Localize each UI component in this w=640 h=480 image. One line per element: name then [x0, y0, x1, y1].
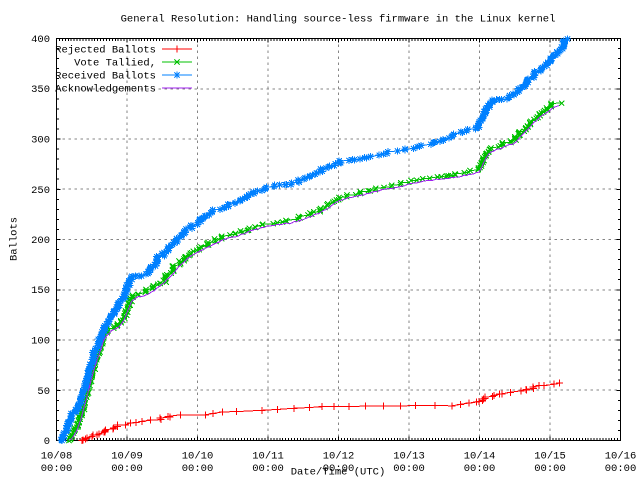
- svg-text:00:00: 00:00: [182, 463, 214, 475]
- svg-text:10/14: 10/14: [464, 450, 496, 462]
- svg-text:00:00: 00:00: [111, 463, 143, 475]
- svg-text:10/08: 10/08: [41, 450, 73, 462]
- svg-text:Vote Tallied,: Vote Tallied,: [74, 58, 156, 70]
- svg-text:100: 100: [31, 336, 50, 348]
- svg-text:10/10: 10/10: [182, 450, 214, 462]
- svg-text:Rejected Ballots: Rejected Ballots: [55, 45, 156, 57]
- svg-text:00:00: 00:00: [534, 463, 566, 475]
- svg-text:10/11: 10/11: [252, 450, 284, 462]
- svg-text:00:00: 00:00: [393, 463, 425, 475]
- svg-text:00:00: 00:00: [252, 463, 284, 475]
- svg-text:Acknowledgements: Acknowledgements: [55, 84, 156, 96]
- svg-text:350: 350: [31, 84, 50, 96]
- svg-text:General Resolution: Handling s: General Resolution: Handling source-less…: [121, 13, 556, 25]
- svg-text:Date/Time (UTC): Date/Time (UTC): [291, 466, 386, 478]
- svg-text:50: 50: [37, 386, 50, 398]
- svg-text:250: 250: [31, 185, 50, 197]
- svg-text:00:00: 00:00: [605, 463, 637, 475]
- svg-text:10/13: 10/13: [393, 450, 425, 462]
- svg-text:10/16: 10/16: [605, 450, 637, 462]
- svg-text:10/15: 10/15: [534, 450, 566, 462]
- svg-text:200: 200: [31, 235, 50, 247]
- svg-text:10/12: 10/12: [323, 450, 355, 462]
- svg-text:150: 150: [31, 285, 50, 297]
- svg-text:00:00: 00:00: [41, 463, 73, 475]
- svg-text:Received Ballots: Received Ballots: [55, 71, 156, 83]
- svg-text:00:00: 00:00: [464, 463, 496, 475]
- svg-text:300: 300: [31, 135, 50, 147]
- svg-text:400: 400: [31, 34, 50, 46]
- svg-text:00:00: 00:00: [323, 463, 355, 475]
- svg-text:0: 0: [44, 436, 50, 448]
- svg-text:Ballots: Ballots: [9, 217, 21, 261]
- svg-text:10/09: 10/09: [111, 450, 143, 462]
